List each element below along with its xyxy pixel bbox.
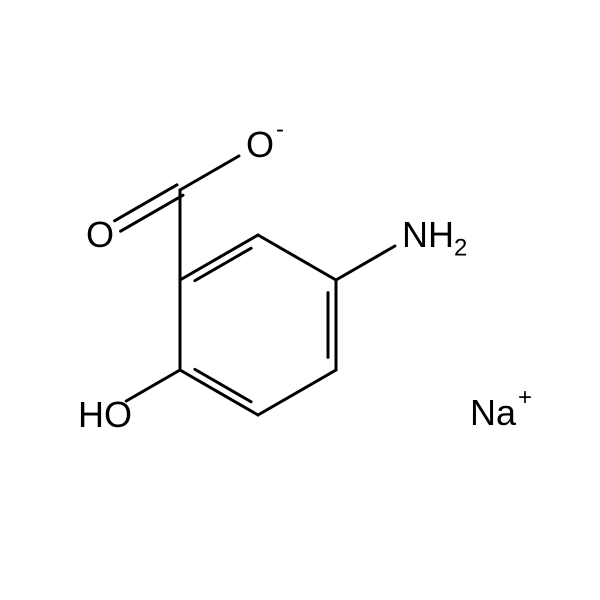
atom-label-Na_plus: Na+ [470, 384, 532, 433]
atom-label-O_dbl: O [86, 214, 114, 255]
atom-label-NH2: NH2 [402, 214, 467, 261]
atom-label-HO: HO [78, 394, 132, 435]
atom-label-O_minus: O- [246, 116, 284, 165]
molecule-diagram: O- O NH2 HO Na+ [0, 0, 600, 600]
